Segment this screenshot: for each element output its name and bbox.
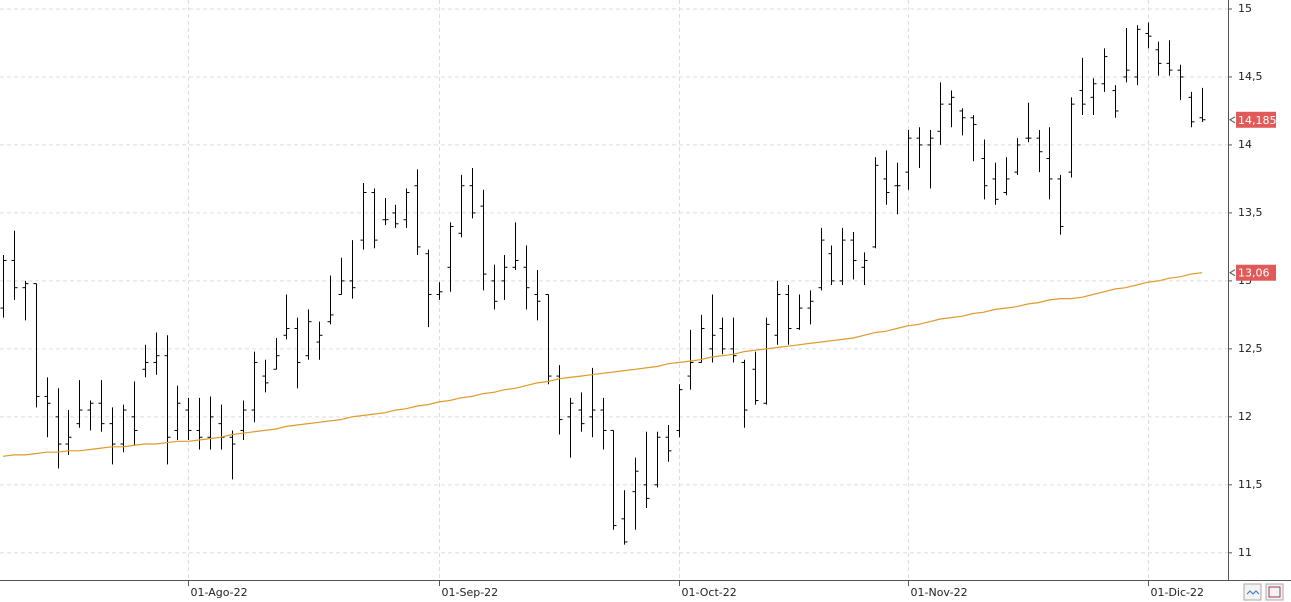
x-tick-label: 01-Sep-22 (442, 586, 499, 599)
y-tick-label: 13,5 (1238, 206, 1263, 219)
price-tag-arrow (1229, 269, 1236, 277)
y-tick-label: 11,5 (1238, 478, 1263, 491)
price-tag-label: 13,06 (1238, 267, 1270, 280)
x-tick-label: 01-Dic-22 (1151, 586, 1205, 599)
moving-average-line (2, 272, 1203, 457)
ohlc-series (0, 22, 1206, 545)
y-tick-label: 14,5 (1238, 70, 1263, 83)
zoom-icon (1246, 590, 1260, 595)
y-tick-label: 14 (1238, 138, 1252, 151)
save-icon (1268, 586, 1281, 598)
y-tick-label: 12,5 (1238, 342, 1263, 355)
price-tag-arrow (1229, 116, 1236, 124)
save-button[interactable] (1265, 583, 1284, 601)
price-tag (1236, 111, 1276, 128)
y-tick-label: 11 (1238, 546, 1252, 559)
price-tag (1236, 264, 1276, 281)
y-tick-label: 12 (1238, 410, 1252, 423)
zoom-button[interactable] (1243, 583, 1262, 601)
y-tick-label: 15 (1238, 2, 1252, 15)
price-tag-label: 14,185 (1238, 114, 1277, 127)
toolbar (1243, 583, 1284, 601)
x-tick-label: 01-Oct-22 (682, 586, 737, 599)
x-tick-label: 01-Nov-22 (911, 586, 968, 599)
x-tick-label: 01-Ago-22 (191, 586, 248, 599)
